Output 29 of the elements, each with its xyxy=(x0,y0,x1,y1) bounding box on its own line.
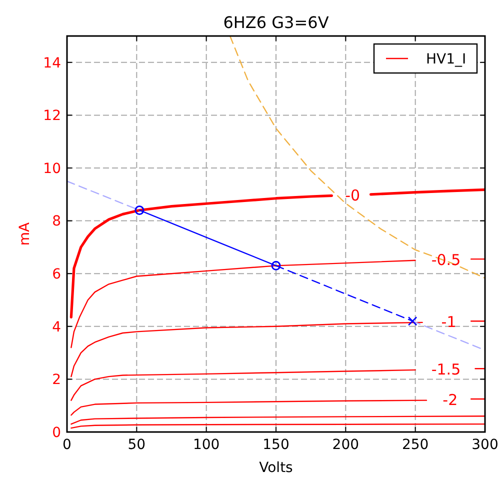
y-tick-label: 4 xyxy=(52,319,62,336)
x-tick-label: 100 xyxy=(192,437,220,453)
legend-label: HV1_I xyxy=(426,51,466,68)
point xyxy=(271,260,281,270)
x-tick-label: 200 xyxy=(332,437,360,453)
point xyxy=(408,316,418,326)
x-tick-label: 50 xyxy=(128,437,146,453)
x-tick-label: 250 xyxy=(402,437,429,453)
x-tick-label: 300 xyxy=(472,437,498,453)
x-tick-label: 150 xyxy=(262,437,290,453)
x-axis-title: Volts xyxy=(259,460,293,476)
y-tick-label: 10 xyxy=(43,160,61,177)
y-tick-label: 8 xyxy=(52,214,61,230)
y-tick-label: 6 xyxy=(52,266,62,282)
y-tick-label: 0 xyxy=(52,424,61,441)
x-tick-label: 0 xyxy=(62,437,72,453)
annotation: -2 xyxy=(442,390,458,409)
annotation: -1.5 xyxy=(431,360,461,379)
annotation: -0 xyxy=(345,186,360,204)
y-tick-label: 12 xyxy=(43,108,61,124)
point xyxy=(134,205,144,215)
line-series xyxy=(229,36,485,279)
chart-title: 6HZ6 G3=6V xyxy=(223,13,329,32)
annotation: -0.5 xyxy=(431,250,461,269)
y-tick-label: 14 xyxy=(43,55,62,72)
annotation: -1 xyxy=(441,313,456,332)
y-axis-title: mA xyxy=(17,222,33,246)
line-series xyxy=(70,416,485,425)
y-tick-label: 2 xyxy=(52,372,61,388)
